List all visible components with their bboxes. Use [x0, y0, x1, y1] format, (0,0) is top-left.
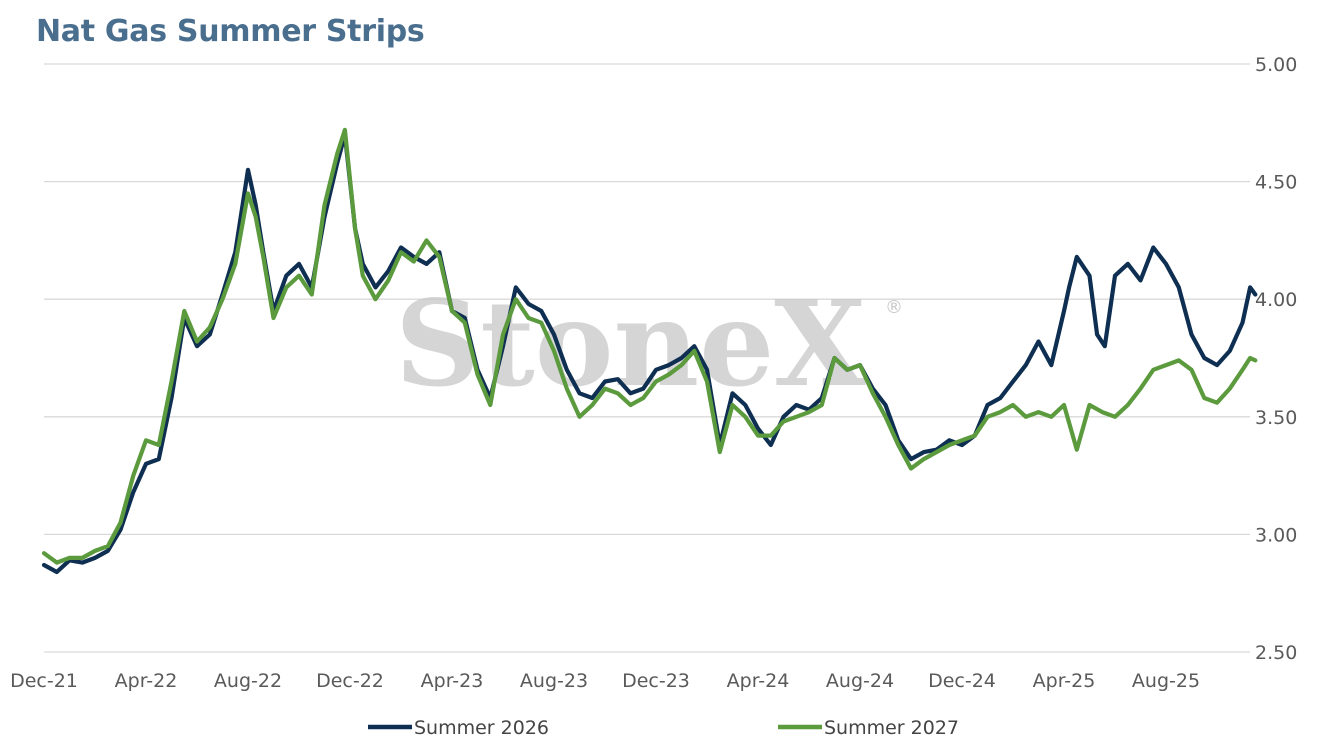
- x-tick-label: Aug-22: [214, 670, 282, 692]
- watermark-registered-mark: ®: [885, 297, 903, 318]
- watermark: StoneX ®: [395, 274, 903, 413]
- chart-title: Nat Gas Summer Strips: [36, 14, 425, 49]
- y-tick-label: 4.50: [1255, 172, 1297, 194]
- x-tick-label: Aug-24: [826, 670, 894, 692]
- x-tick-label: Apr-25: [1033, 670, 1096, 692]
- x-tick-label: Dec-24: [928, 670, 996, 692]
- y-tick-label: 2.50: [1255, 642, 1297, 664]
- x-tick-label: Dec-21: [10, 670, 78, 692]
- series-lines: [41, 127, 1258, 575]
- legend-label: Summer 2026: [414, 717, 549, 739]
- x-tick-label: Apr-24: [727, 670, 790, 692]
- series-line-summer-2027: [41, 127, 1258, 565]
- y-tick-label: 3.00: [1255, 524, 1297, 546]
- x-tick-label: Aug-25: [1132, 670, 1200, 692]
- x-tick-label: Aug-23: [520, 670, 588, 692]
- watermark-logo-text: StoneX: [395, 274, 866, 413]
- y-tick-label: 4.00: [1255, 289, 1297, 311]
- x-tick-label: Dec-23: [622, 670, 690, 692]
- y-tick-label: 5.00: [1255, 54, 1297, 76]
- legend-label: Summer 2027: [824, 717, 959, 739]
- gridlines: [44, 63, 1250, 653]
- x-tick-label: Apr-22: [115, 670, 178, 692]
- y-tick-label: 3.50: [1255, 407, 1297, 429]
- y-axis-ticks: 2.50 3.00 3.50 4.00 4.50 5.00: [1255, 54, 1297, 664]
- x-tick-label: Dec-22: [316, 670, 384, 692]
- x-axis-ticks: Dec-21 Apr-22 Aug-22 Dec-22 Apr-23 Aug-23 Dec-…: [10, 670, 1200, 692]
- x-tick-label: Apr-23: [421, 670, 484, 692]
- legend: Summer 2026 Summer 2027: [368, 717, 959, 739]
- series-line-summer-2026: [41, 132, 1258, 575]
